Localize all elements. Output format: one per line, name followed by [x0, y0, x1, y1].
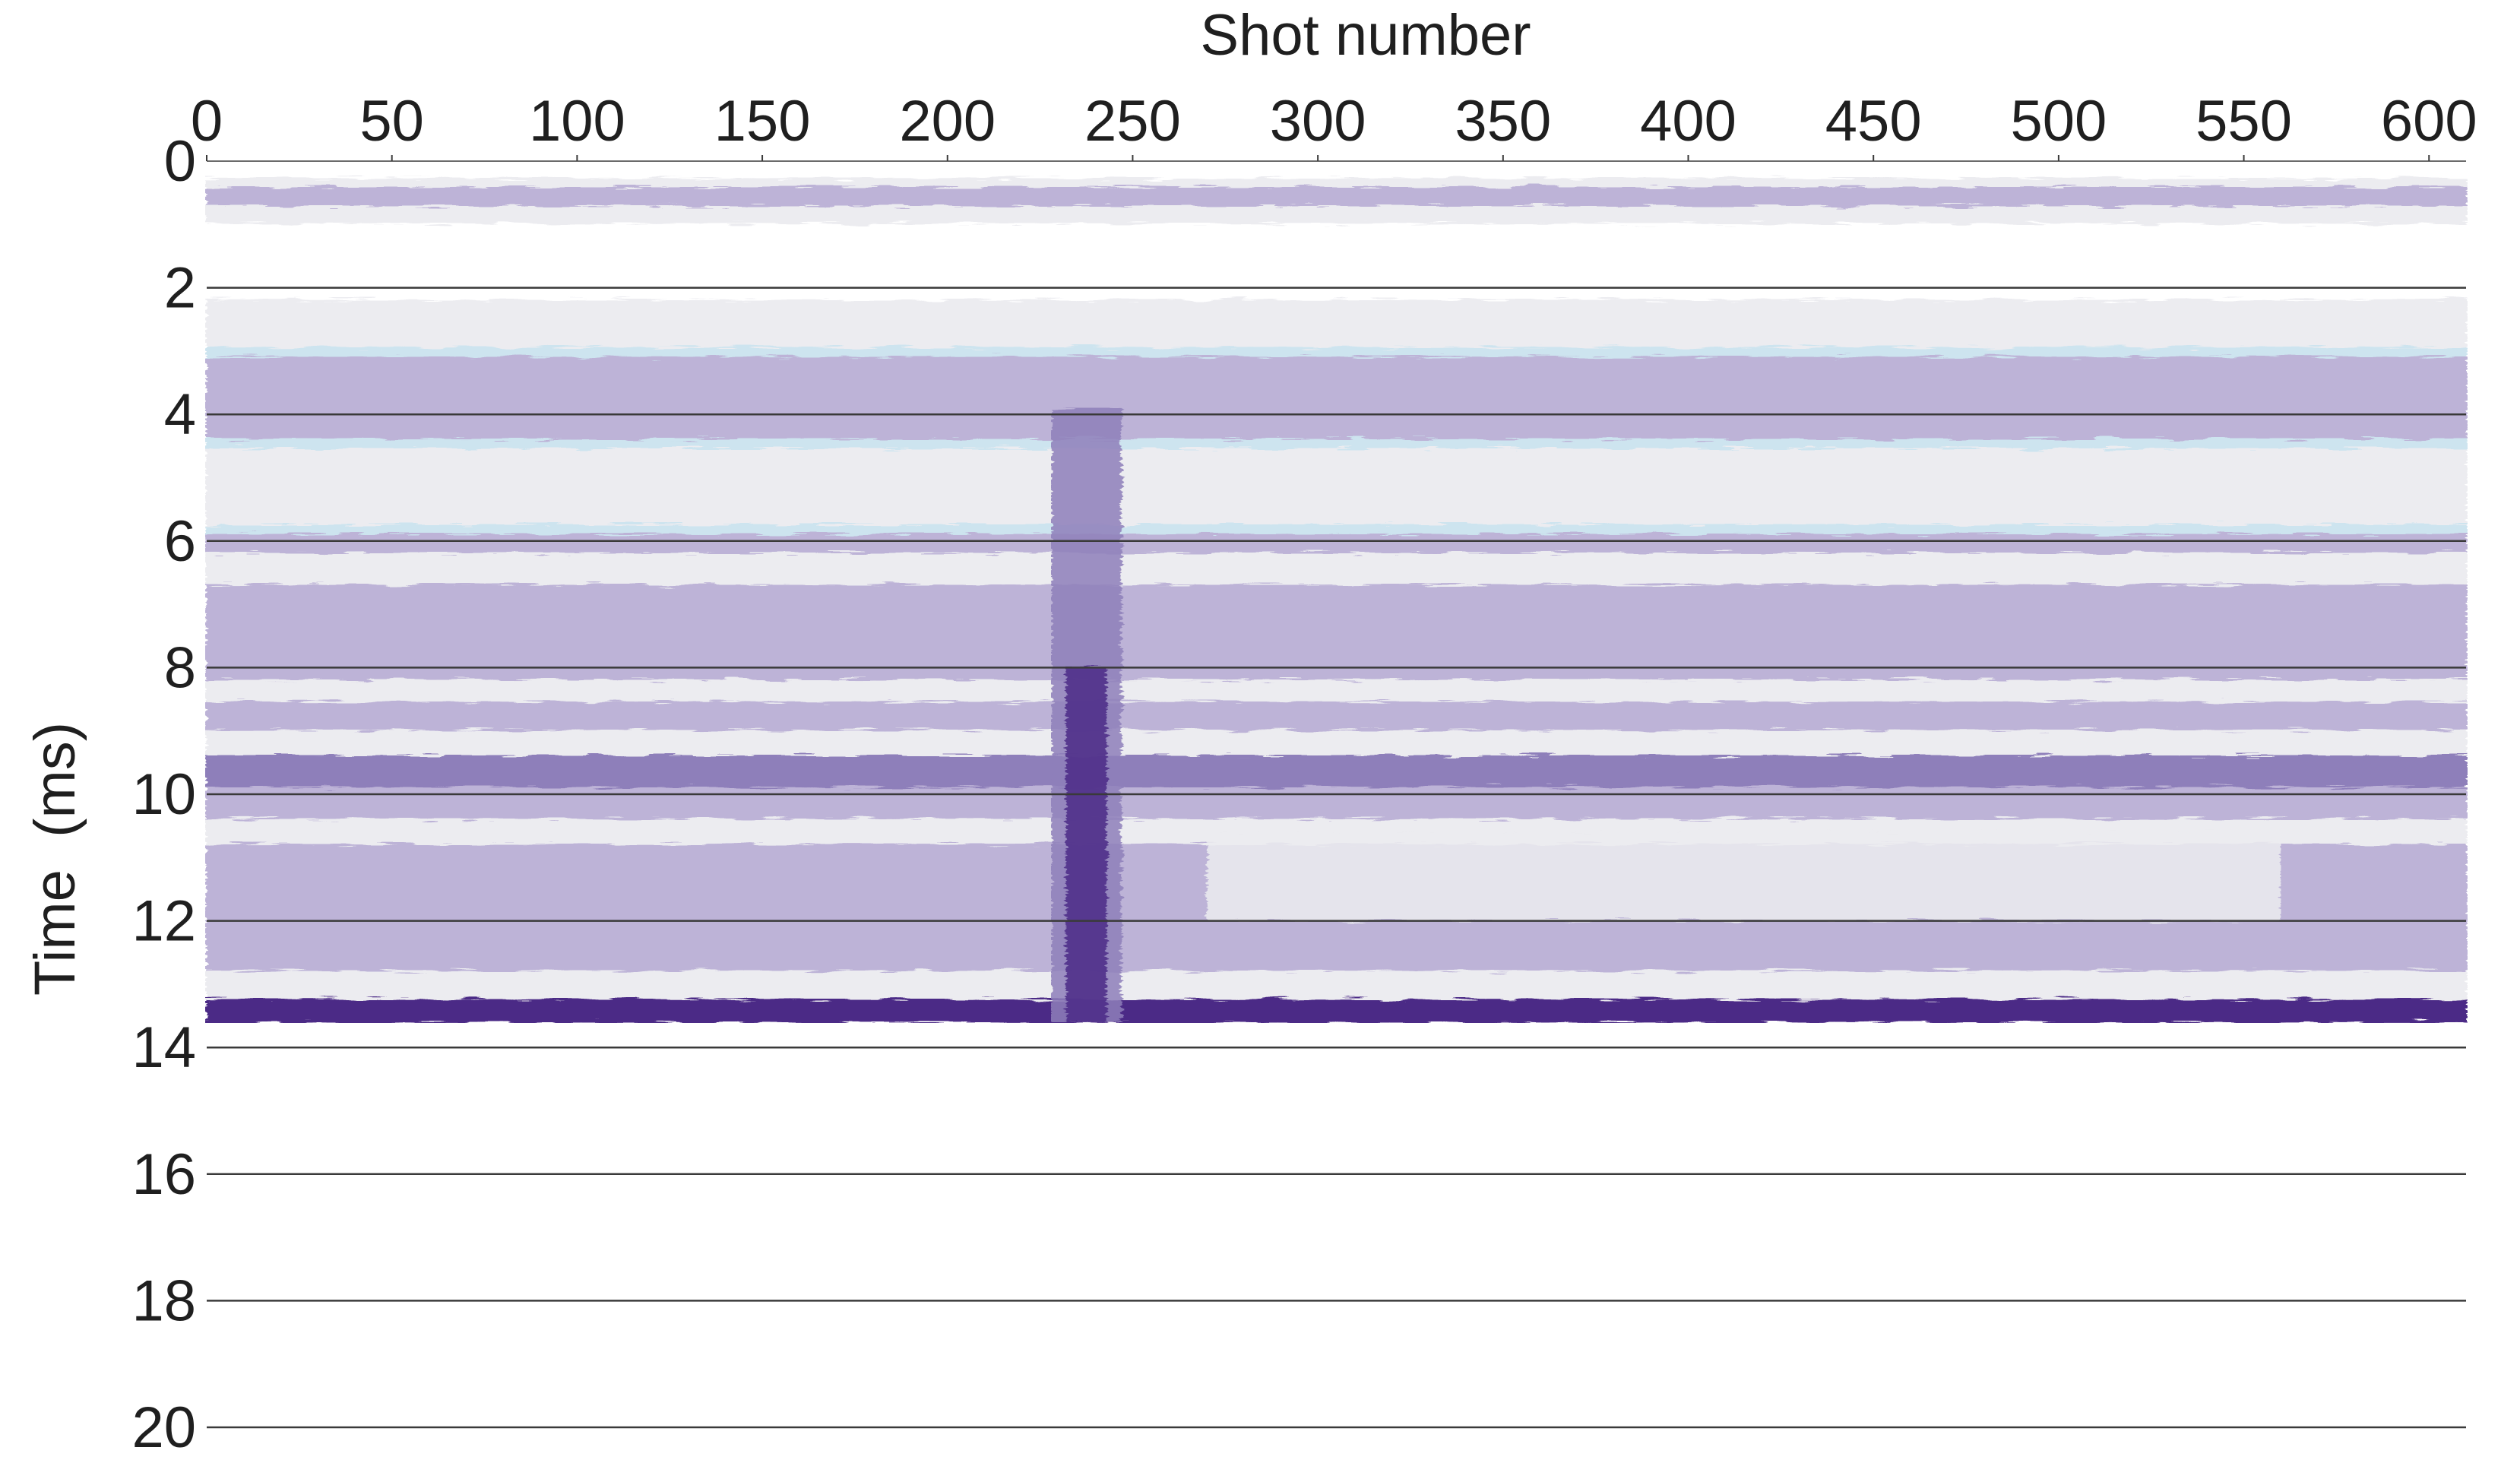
x-tick-label: 500	[2010, 89, 2107, 154]
y-tick-label: 6	[164, 509, 196, 574]
y-tick-label: 14	[131, 1015, 196, 1080]
heat-band-17	[205, 755, 2468, 789]
x-axis-label: Shot number	[1200, 3, 1531, 68]
y-tick-label: 8	[164, 635, 196, 700]
heat-band-21	[205, 971, 2468, 1001]
heat-feature-1	[1065, 667, 1107, 1022]
x-tick-label: 600	[2381, 89, 2477, 154]
x-tick-label: 150	[714, 89, 811, 154]
y-tick-label: 2	[164, 256, 196, 321]
x-tick-label: 200	[899, 89, 996, 154]
heat-band-3	[205, 205, 2468, 226]
heat-band-22	[205, 999, 2468, 1023]
heat-band-15	[205, 701, 2468, 732]
y-tick-label: 4	[164, 382, 196, 447]
heat-feature-2	[1206, 831, 2281, 921]
y-tick-label: 12	[131, 889, 196, 954]
heat-band-16	[205, 730, 2468, 758]
heat-band-1	[205, 178, 2468, 188]
x-tick-label: 350	[1455, 89, 1551, 154]
x-tick-label: 400	[1640, 89, 1736, 154]
x-tick-label: 50	[359, 89, 424, 154]
x-tick-label: 250	[1084, 89, 1181, 154]
y-tick-label: 18	[131, 1268, 196, 1333]
heat-band-8	[205, 439, 2468, 451]
heatmap-layer	[205, 160, 2468, 1023]
heat-band-10	[205, 524, 2468, 536]
heat-band-12	[205, 553, 2468, 587]
x-tick-label: 0	[191, 89, 223, 154]
heat-band-6	[205, 347, 2468, 359]
y-tick-label: 0	[164, 129, 196, 194]
heat-band-11	[205, 534, 2468, 555]
heat-band-2	[205, 186, 2468, 207]
heat-band-7	[205, 356, 2468, 441]
heat-band-13	[205, 584, 2468, 682]
heat-band-14	[205, 679, 2468, 704]
x-tick-label: 100	[529, 89, 625, 154]
y-axis-label: Time (ms)	[23, 722, 87, 996]
heat-band-0	[205, 160, 2468, 180]
x-tick-label: 450	[1825, 89, 1922, 154]
y-tick-label: 16	[131, 1142, 196, 1207]
y-tick-label: 20	[131, 1395, 196, 1460]
gridlines	[207, 160, 2466, 1429]
x-tick-label: 550	[2196, 89, 2292, 154]
heat-band-5	[205, 299, 2468, 349]
x-tick-label: 300	[1270, 89, 1366, 154]
heat-band-4	[205, 223, 2468, 302]
heat-band-18	[205, 787, 2468, 821]
feature-group	[1051, 407, 2281, 1022]
heat-band-9	[205, 448, 2468, 526]
y-tick-label: 10	[131, 762, 196, 827]
